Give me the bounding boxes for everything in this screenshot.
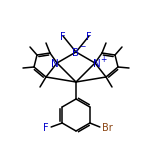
Text: F: F: [43, 123, 49, 133]
Text: N: N: [93, 59, 101, 69]
Text: F: F: [86, 32, 92, 42]
Text: N: N: [51, 59, 59, 69]
Text: B: B: [73, 48, 79, 58]
Text: Br: Br: [102, 123, 113, 133]
Text: −: −: [79, 43, 85, 52]
Text: +: +: [100, 55, 106, 64]
Text: F: F: [60, 32, 66, 42]
